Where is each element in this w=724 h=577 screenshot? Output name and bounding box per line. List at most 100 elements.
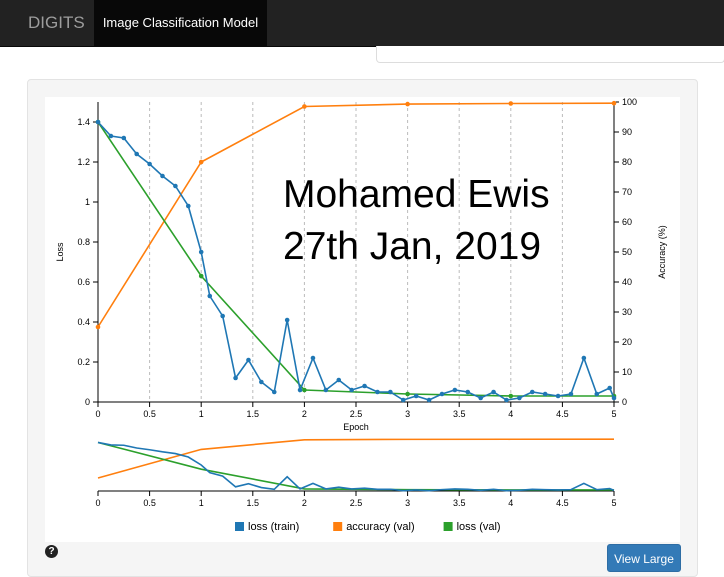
- data-point: [413, 393, 419, 399]
- navigator-x-tick-label: 0: [95, 498, 100, 508]
- overlay-text-line2: 27th Jan, 2019: [283, 225, 541, 268]
- data-point: [336, 377, 342, 383]
- data-point: [284, 317, 290, 323]
- navbar: DIGITS Image Classification Model: [0, 0, 724, 47]
- data-point: [508, 101, 514, 106]
- overlay-text-line1: Mohamed Ewis: [283, 173, 550, 216]
- y-tick-label: 0.6: [77, 277, 90, 287]
- x-tick-label: 4.5: [556, 409, 569, 419]
- view-large-button[interactable]: View Large: [607, 544, 681, 572]
- y2-tick-label: 30: [622, 307, 632, 317]
- y2-tick-label: 0: [622, 397, 627, 407]
- x-tick-label: 5: [611, 409, 616, 419]
- data-point: [555, 393, 561, 399]
- y2-axis-label: Accuracy (%): [657, 225, 667, 279]
- navigator-x-tick-label: 3: [405, 498, 410, 508]
- y2-tick-label: 40: [622, 277, 632, 287]
- data-point: [478, 395, 483, 401]
- nav-tab-image-classification-model[interactable]: Image Classification Model: [94, 0, 267, 46]
- y2-tick-label: 50: [622, 247, 632, 257]
- loss-accuracy-chart[interactable]: 0 0.5 1 1.5 2 2.5 3 3.5 4 4.5 500.20.40.60.811.21.…: [45, 97, 680, 542]
- x-tick-label: 0: [95, 409, 100, 419]
- data-point: [108, 133, 114, 139]
- navigator-x-tick-label: 5: [611, 498, 616, 508]
- data-point: [504, 397, 509, 403]
- data-point: [439, 391, 445, 397]
- data-point: [147, 161, 152, 167]
- y2-tick-label: 70: [622, 187, 632, 197]
- legend-label: accuracy (val): [346, 521, 414, 533]
- data-point: [568, 391, 574, 397]
- navigator-series-line: [97, 441, 615, 492]
- data-point: [160, 173, 165, 179]
- x-tick-label: 2.5: [350, 409, 363, 419]
- navigator-x-tick-label: 3.5: [453, 498, 466, 508]
- data-point: [362, 383, 367, 389]
- data-point: [529, 389, 535, 395]
- legend-label: loss (train): [248, 521, 299, 533]
- data-point: [297, 387, 303, 393]
- x-tick-label: 4: [508, 409, 513, 419]
- data-point: [246, 357, 251, 363]
- data-point: [611, 395, 617, 401]
- data-point: [134, 151, 139, 157]
- brand-link[interactable]: DIGITS: [28, 13, 85, 32]
- data-point: [259, 379, 264, 385]
- navigator-x-tick-label: 4: [508, 498, 513, 508]
- x-axis-label: Epoch: [343, 422, 369, 432]
- question-circle-icon[interactable]: ?: [45, 545, 58, 558]
- data-point: [220, 313, 225, 319]
- y-tick-label: 1: [85, 197, 90, 207]
- y2-tick-label: 90: [622, 127, 632, 137]
- data-point: [198, 159, 204, 165]
- data-point: [508, 393, 514, 399]
- data-point: [491, 389, 496, 395]
- data-point: [271, 389, 277, 395]
- series-line-loss-val: [97, 121, 614, 397]
- navigator-x-tick-label: 2.5: [350, 498, 363, 508]
- x-tick-label: 3.5: [453, 409, 466, 419]
- top-panel: [376, 46, 724, 63]
- y2-tick-label: 20: [622, 337, 632, 347]
- x-tick-label: 2: [302, 409, 307, 419]
- series-line-accuracy-val: [97, 102, 615, 328]
- data-point: [405, 101, 410, 107]
- y-tick-label: 1.2: [77, 157, 90, 167]
- navigator-x-tick-label: 1: [199, 498, 204, 508]
- data-point: [611, 100, 617, 106]
- x-tick-label: 1: [199, 409, 204, 419]
- data-point: [186, 203, 191, 209]
- data-point: [198, 249, 204, 255]
- data-point: [95, 324, 101, 330]
- navigator-x-tick-label: 1.5: [247, 498, 260, 508]
- legend-swatch: [443, 522, 453, 531]
- y2-tick-label: 100: [622, 97, 637, 107]
- x-tick-label: 1.5: [247, 409, 260, 419]
- y-tick-label: 0: [85, 397, 90, 407]
- x-tick-label: 0.5: [143, 409, 156, 419]
- y2-tick-label: 80: [622, 157, 632, 167]
- navigator-series-line: [97, 438, 615, 479]
- legend-label: loss (val): [457, 521, 501, 533]
- data-point: [388, 389, 393, 395]
- y2-tick-label: 60: [622, 217, 632, 227]
- data-point: [173, 183, 178, 189]
- data-point: [581, 355, 587, 361]
- y-tick-label: 0.2: [77, 357, 90, 367]
- data-point: [517, 395, 522, 401]
- data-point: [542, 391, 548, 397]
- data-point: [310, 355, 316, 361]
- y2-tick-label: 10: [622, 367, 632, 377]
- data-point: [95, 119, 101, 125]
- data-point: [198, 273, 204, 279]
- data-point: [349, 387, 354, 393]
- chart-container: 0 0.5 1 1.5 2 2.5 3 3.5 4 4.5 5 0 0.2 0.4 0.6 0.8 1 1.2 1.…: [45, 97, 680, 542]
- data-point: [207, 293, 213, 299]
- data-point: [400, 397, 406, 403]
- data-point: [452, 387, 458, 393]
- data-point: [302, 387, 307, 393]
- navigator-series-line: [97, 441, 614, 491]
- data-point: [323, 387, 329, 393]
- data-point: [405, 391, 410, 397]
- data-point: [375, 389, 380, 395]
